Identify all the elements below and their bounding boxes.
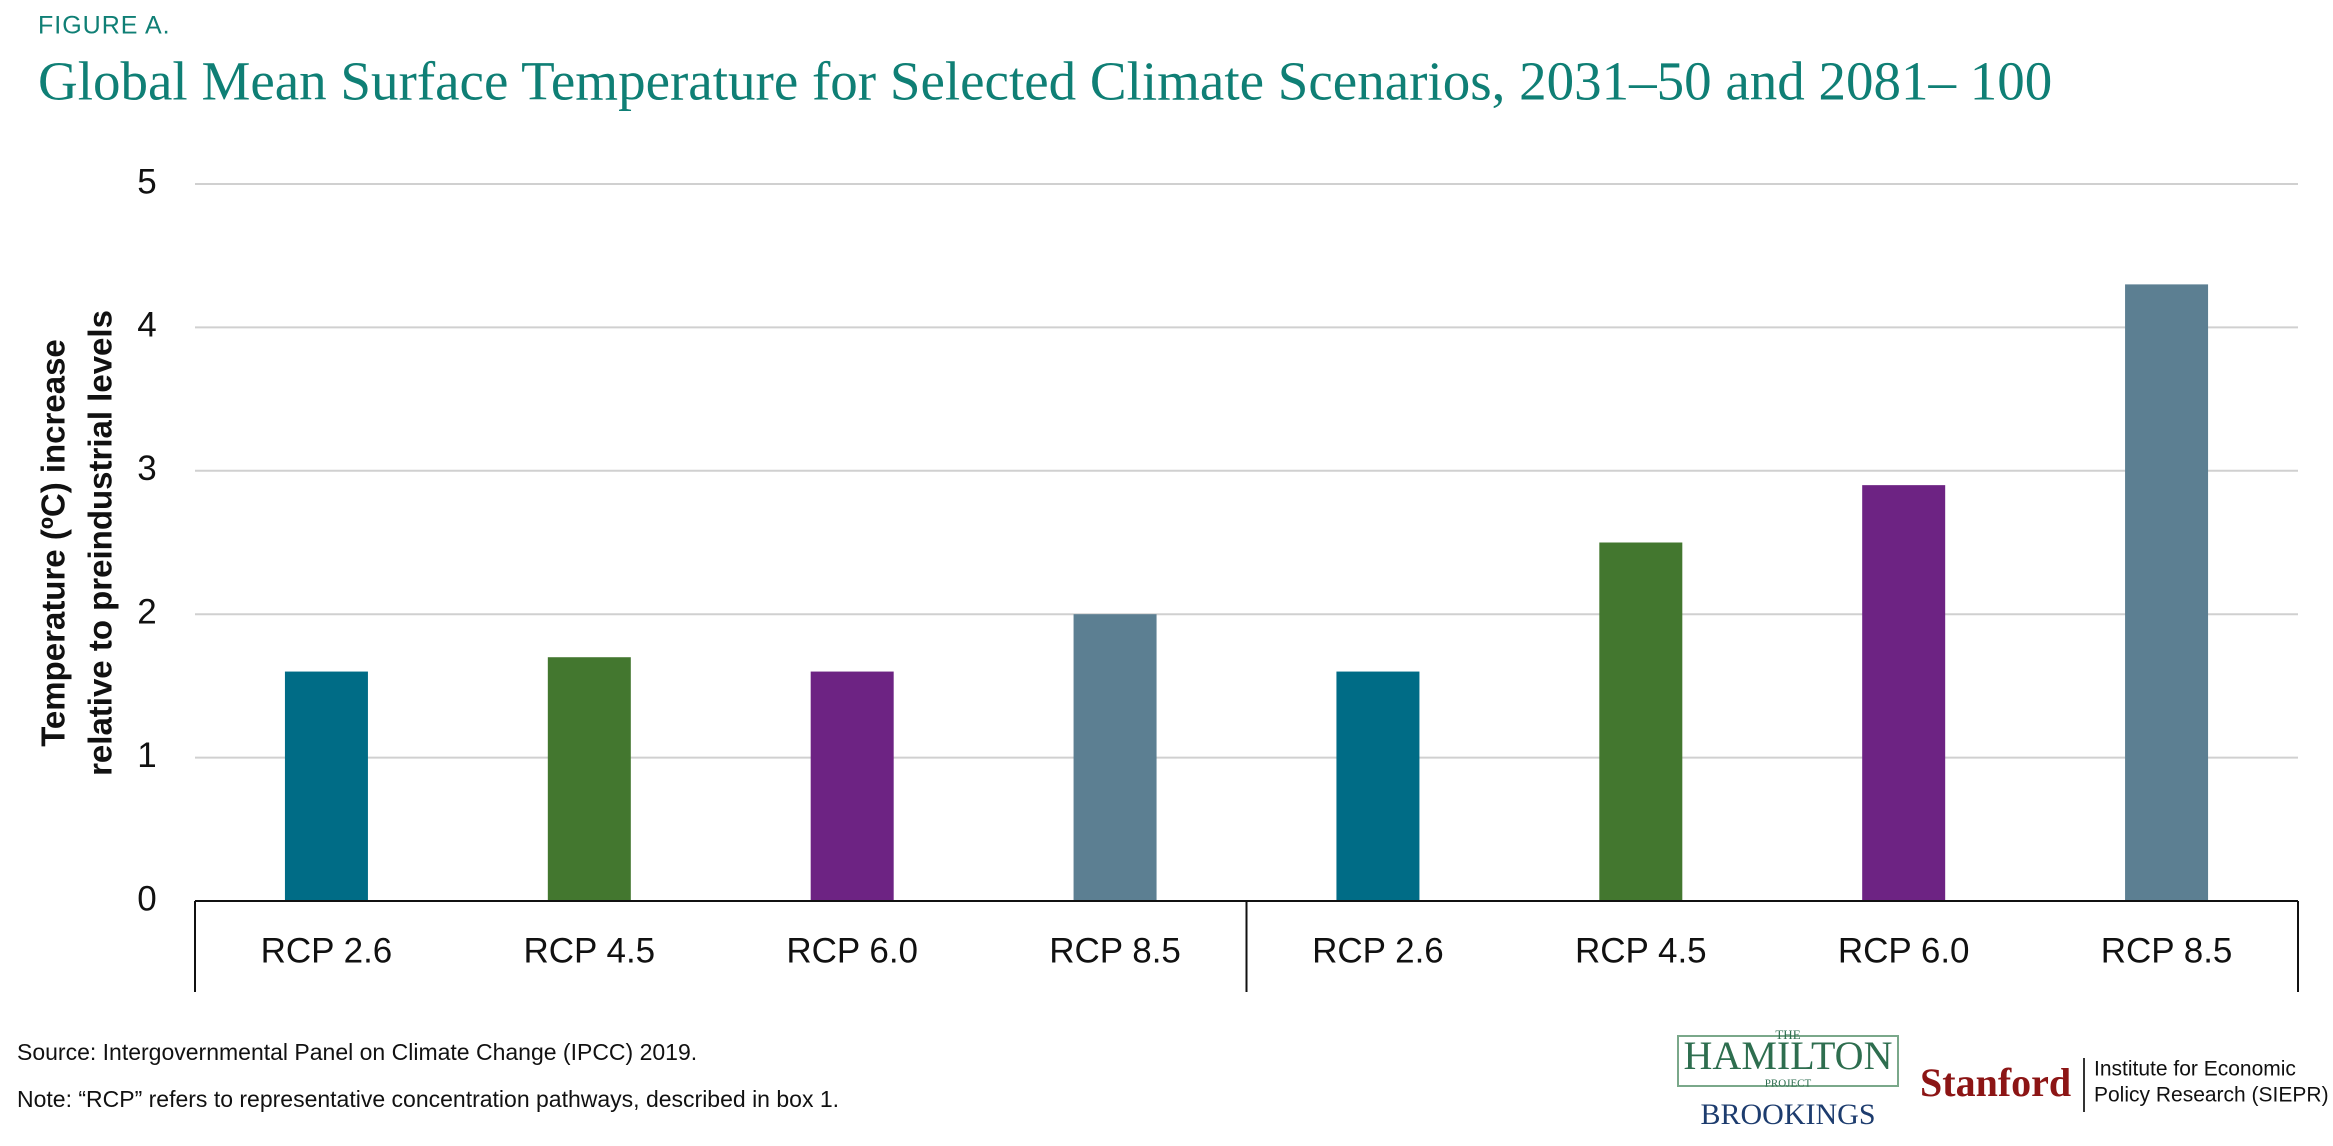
x-tick-label: RCP 8.5 xyxy=(2101,931,2233,970)
bar xyxy=(810,671,894,901)
logo-text: Policy Research (SIEPR) xyxy=(2094,1084,2329,1107)
logo-text: Stanford xyxy=(1920,1060,2071,1105)
y-tick-label: 0 xyxy=(137,879,156,918)
x-tick-label: RCP 2.6 xyxy=(1312,931,1444,970)
x-tick-label: RCP 8.5 xyxy=(1049,931,1181,970)
logo-text: Institute for Economic xyxy=(2094,1058,2296,1081)
logo-text: HAMILTON xyxy=(1684,1033,1893,1078)
logo-text: PROJECT xyxy=(1765,1078,1812,1090)
logo-frame xyxy=(1677,1035,1899,1087)
note: Note: “RCP” refers to representative con… xyxy=(17,1086,839,1112)
y-tick-label: 2 xyxy=(137,592,156,631)
bar xyxy=(2125,284,2209,901)
bar xyxy=(547,657,631,901)
logo-text: BROOKINGS xyxy=(1700,1098,1875,1131)
bar xyxy=(1862,485,1946,901)
source: Source: Intergovernmental Panel on Clima… xyxy=(17,1039,697,1065)
y-tick-label: 5 xyxy=(137,162,156,201)
x-tick-label: RCP 4.5 xyxy=(523,931,655,970)
x-tick-label: RCP 6.0 xyxy=(786,931,918,970)
y-axis-label: Temperature (ºC) increase xyxy=(35,339,72,747)
y-tick-label: 1 xyxy=(137,736,156,775)
bar xyxy=(1336,671,1420,901)
bar xyxy=(1599,542,1683,901)
x-tick-label: RCP 2.6 xyxy=(261,931,393,970)
y-tick-label: 4 xyxy=(137,306,156,345)
x-tick-label: RCP 6.0 xyxy=(1838,931,1970,970)
x-tick-label: RCP 4.5 xyxy=(1575,931,1707,970)
chart-title: Global Mean Surface Temperature for Sele… xyxy=(38,51,2052,112)
bar xyxy=(284,671,368,901)
y-axis-label: relative to preindustrial levels xyxy=(82,310,119,776)
bar xyxy=(1073,614,1157,901)
figure-label: FIGURE A. xyxy=(38,12,171,40)
y-tick-label: 3 xyxy=(137,449,156,488)
logo-text: THE xyxy=(1775,1027,1800,1042)
